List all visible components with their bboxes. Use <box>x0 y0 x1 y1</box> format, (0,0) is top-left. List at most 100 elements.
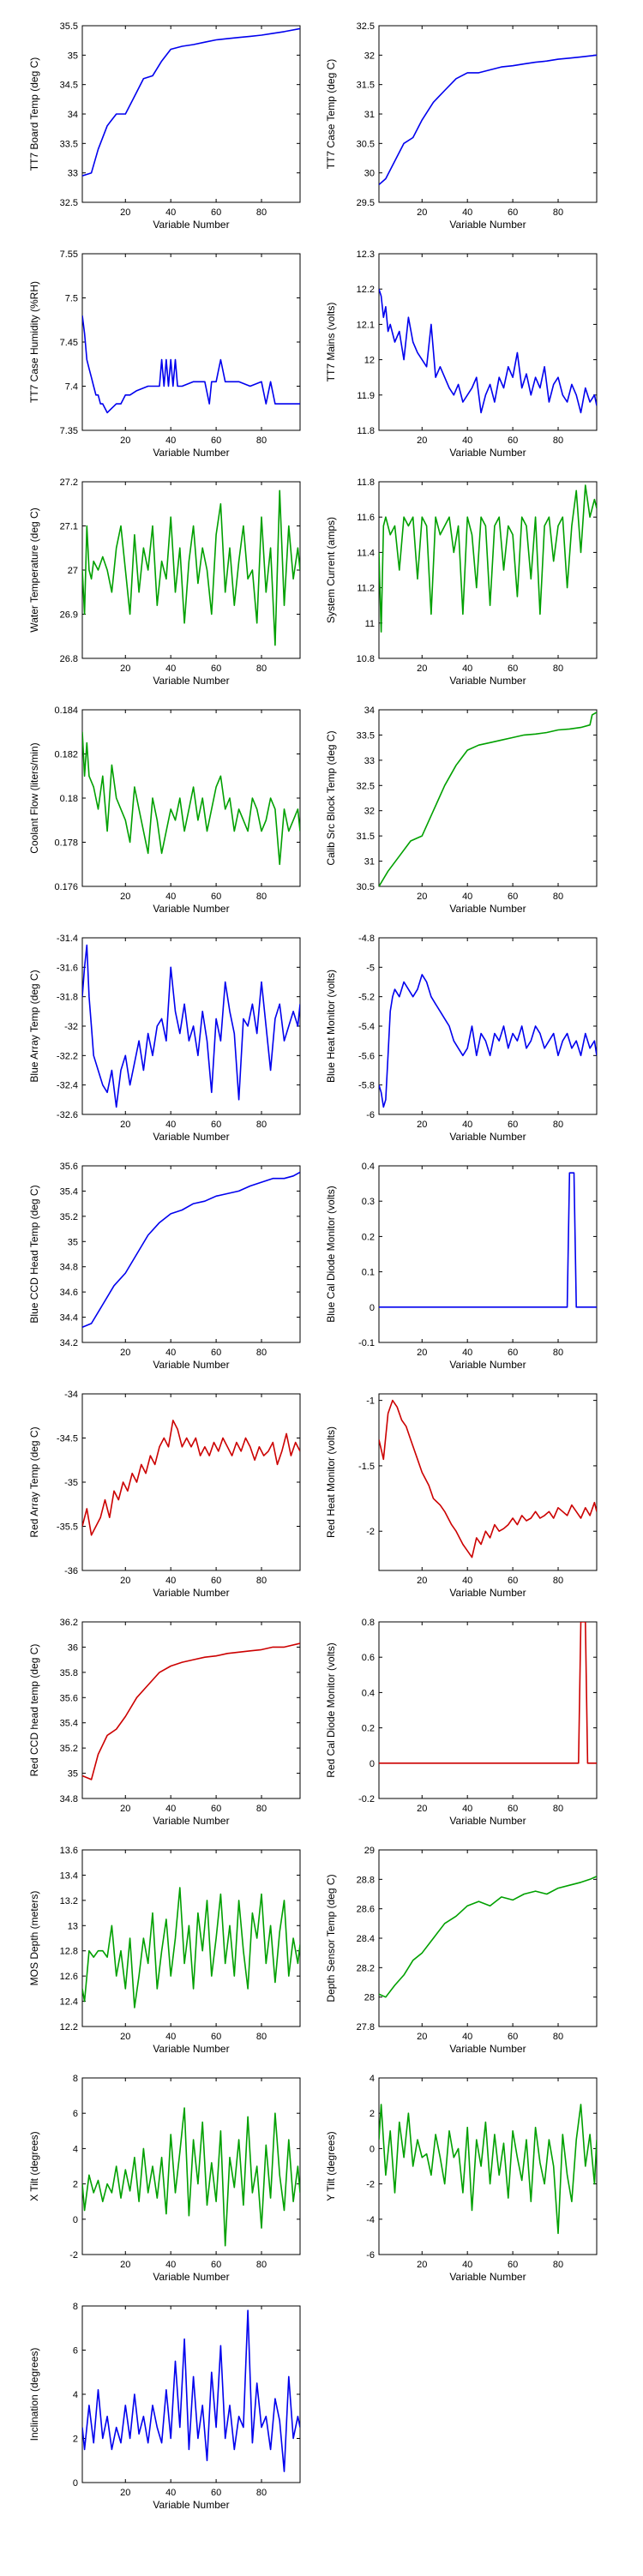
x-tick-label: 60 <box>211 1576 221 1586</box>
y-tick-label: 35.6 <box>60 1693 78 1703</box>
y-axis-label: Red Cal Diode Monitor (volts) <box>325 1642 337 1777</box>
series-line <box>82 315 300 414</box>
x-tick-label: 60 <box>508 207 518 218</box>
y-axis-label: Blue CCD Head Temp (deg C) <box>28 1185 40 1323</box>
y-tick-label: 34 <box>68 110 78 120</box>
y-tick-label: 35.4 <box>60 1719 78 1729</box>
y-tick-label: 11 <box>365 619 375 629</box>
chart-panel: -0.2 0 0.2 0.4 0.6 0.8 20 40 60 80 Variable Number… <box>325 1618 598 1827</box>
x-axis-label: Variable Number <box>449 903 526 915</box>
y-tick-label: 26.8 <box>60 654 78 664</box>
plot-area <box>81 253 301 431</box>
x-tick-label: 60 <box>211 664 221 674</box>
y-tick-label: 11.8 <box>357 477 375 488</box>
y-tick-label: -31.6 <box>57 963 78 973</box>
y-tick-label: 35.2 <box>60 1744 78 1754</box>
y-tick-label: 6 <box>73 2346 78 2357</box>
y-tick-label: 7.4 <box>65 382 78 393</box>
x-tick-label: 80 <box>256 1120 267 1130</box>
x-tick-label: 80 <box>256 2032 267 2042</box>
plot-area <box>81 937 301 1115</box>
x-axis-label: Variable Number <box>153 2271 229 2283</box>
x-tick-label: 80 <box>553 892 563 902</box>
y-tick-label: 35 <box>68 51 78 61</box>
x-tick-label: 40 <box>462 1120 472 1130</box>
y-tick-label: 2 <box>73 2435 78 2445</box>
chart-panel: 30.5 31 31.5 32 32.5 33 33.5 34 20 40 60 80 Variable… <box>325 706 598 915</box>
y-tick-label: 0.4 <box>362 1162 375 1172</box>
plot-area <box>378 709 598 887</box>
y-tick-label: 35.8 <box>60 1668 78 1678</box>
y-tick-label: 4 <box>73 2144 78 2154</box>
y-axis-label: MOS Depth (meters) <box>28 1891 40 1986</box>
y-tick-label: 7.45 <box>60 338 78 348</box>
x-tick-label: 60 <box>508 1120 518 1130</box>
y-tick-label: 28.8 <box>357 1875 375 1885</box>
x-tick-label: 80 <box>256 892 267 902</box>
y-tick-label: 31.5 <box>357 832 375 842</box>
x-tick-label: 80 <box>553 1348 563 1358</box>
series-line <box>379 484 597 633</box>
plot-area <box>81 25 301 203</box>
x-tick-label: 60 <box>211 435 221 446</box>
y-tick-label: 0 <box>73 2215 78 2225</box>
plot-area <box>81 1621 301 1799</box>
x-axis-label: Variable Number <box>153 903 229 915</box>
y-tick-label: 32.5 <box>60 198 78 208</box>
x-tick-label: 60 <box>211 1804 221 1814</box>
y-tick-label: 36 <box>68 1642 78 1653</box>
x-tick-label: 40 <box>165 435 176 446</box>
x-axis-label: Variable Number <box>153 675 229 687</box>
x-tick-label: 20 <box>417 1120 427 1130</box>
series-line <box>379 1172 597 1308</box>
x-axis-label: Variable Number <box>153 1131 229 1143</box>
y-tick-label: -34 <box>64 1390 78 1400</box>
chart-panel: 11.8 11.9 12 12.1 12.2 12.3 20 40 60 80 Variable N… <box>325 249 598 459</box>
plot-area <box>378 937 598 1115</box>
x-tick-label: 20 <box>120 1576 130 1586</box>
chart-panel: -2 0 2 4 6 8 20 40 60 80 Variable Number X Tilt (de… <box>28 2074 301 2283</box>
y-tick-label: 28.2 <box>357 1963 375 1973</box>
y-tick-label: 13.2 <box>60 1896 78 1906</box>
y-tick-label: 28.6 <box>357 1905 375 1915</box>
y-tick-label: 0 <box>370 1303 375 1313</box>
y-tick-label: -5.8 <box>358 1081 375 1091</box>
y-tick-label: -2 <box>366 1527 375 1537</box>
y-tick-label: 12.8 <box>60 1947 78 1957</box>
plot-area <box>378 253 598 431</box>
y-axis-label: Red Heat Monitor (volts) <box>325 1426 337 1538</box>
x-tick-label: 80 <box>553 1576 563 1586</box>
y-tick-label: 30.5 <box>357 882 375 892</box>
y-tick-label: 34.5 <box>60 81 78 91</box>
x-tick-label: 20 <box>417 2260 427 2270</box>
y-tick-label: -5.6 <box>358 1051 375 1061</box>
x-axis-label: Variable Number <box>153 447 229 459</box>
y-tick-label: -4 <box>366 2215 375 2225</box>
y-tick-label: 0.178 <box>54 838 78 849</box>
plot-area <box>81 1165 301 1343</box>
y-tick-label: 0.6 <box>362 1653 375 1663</box>
plot-area <box>378 2077 598 2255</box>
y-tick-label: -0.1 <box>358 1338 375 1348</box>
y-tick-label: 2 <box>73 2180 78 2190</box>
y-tick-label: 0.3 <box>362 1197 375 1207</box>
x-axis-label: Variable Number <box>449 675 526 687</box>
y-tick-label: -35.5 <box>57 1522 78 1533</box>
x-tick-label: 80 <box>553 2260 563 2270</box>
y-tick-label: 11.2 <box>357 584 375 594</box>
y-tick-label: -0.2 <box>358 1794 375 1804</box>
x-tick-label: 40 <box>165 2488 176 2498</box>
y-tick-label: 35.2 <box>60 1212 78 1222</box>
x-axis-label: Variable Number <box>153 1587 229 1599</box>
y-tick-label: -2 <box>366 2180 375 2190</box>
x-tick-label: 40 <box>462 892 472 902</box>
x-tick-label: 60 <box>211 2260 221 2270</box>
y-tick-label: -4.8 <box>358 934 375 944</box>
series-line <box>82 27 300 177</box>
y-tick-label: 6 <box>73 2109 78 2119</box>
chart-panel: 34.8 35 35.2 35.4 35.6 35.8 36 36.2 20 40 60 80 Vari… <box>28 1618 301 1827</box>
x-axis-label: Variable Number <box>449 1359 526 1371</box>
y-tick-label: 0.182 <box>54 750 78 760</box>
y-axis-label: Red CCD head temp (deg C) <box>28 1644 40 1777</box>
x-tick-label: 60 <box>508 1804 518 1814</box>
